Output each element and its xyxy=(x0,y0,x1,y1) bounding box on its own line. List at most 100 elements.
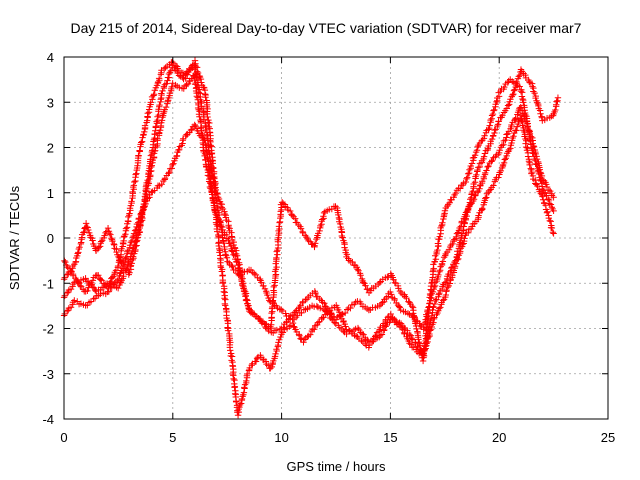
data-point xyxy=(194,69,202,77)
data-point xyxy=(387,310,395,318)
data-point xyxy=(218,204,226,211)
data-point xyxy=(473,171,480,179)
data-point xyxy=(516,83,523,90)
data-point xyxy=(522,111,529,119)
data-point xyxy=(97,290,104,298)
data-point xyxy=(475,212,482,219)
data-point xyxy=(543,192,550,199)
data-point xyxy=(207,142,214,149)
data-point xyxy=(122,231,129,238)
data-point xyxy=(204,113,211,121)
data-point xyxy=(183,81,190,89)
data-point xyxy=(191,121,198,129)
data-point xyxy=(128,237,136,245)
data-point xyxy=(241,384,248,391)
data-point xyxy=(408,335,415,342)
data-point xyxy=(147,152,155,159)
data-point xyxy=(522,71,529,79)
data-point xyxy=(530,88,537,95)
data-point xyxy=(319,216,326,223)
data-point xyxy=(474,143,481,150)
data-point xyxy=(163,80,170,87)
data-point xyxy=(85,226,92,234)
data-point xyxy=(314,319,322,326)
data-point xyxy=(202,93,209,101)
data-point xyxy=(100,284,108,291)
data-point xyxy=(389,315,397,322)
data-point xyxy=(114,284,122,292)
data-point xyxy=(447,268,454,276)
data-point xyxy=(161,81,169,88)
data-point xyxy=(485,187,493,194)
data-point xyxy=(547,201,555,208)
data-point xyxy=(441,279,449,286)
data-point xyxy=(369,338,376,345)
x-tick-label: 0 xyxy=(60,430,67,445)
data-point xyxy=(270,283,277,291)
data-point xyxy=(457,245,465,252)
data-point xyxy=(155,75,163,82)
data-point xyxy=(535,102,542,110)
data-point xyxy=(107,231,114,238)
data-point xyxy=(421,340,428,348)
data-point xyxy=(313,302,321,310)
y-tick-label: -1 xyxy=(42,276,54,291)
data-point xyxy=(413,325,420,333)
data-point xyxy=(498,142,506,149)
data-point xyxy=(440,211,448,219)
data-point xyxy=(553,98,560,105)
data-point xyxy=(357,272,364,279)
data-point xyxy=(208,150,215,158)
data-point xyxy=(172,81,179,89)
data-points xyxy=(60,57,562,419)
data-point xyxy=(332,203,339,210)
data-point xyxy=(208,191,216,198)
axis-ticks xyxy=(63,56,609,420)
data-point xyxy=(154,135,161,142)
data-point xyxy=(545,186,553,194)
data-point xyxy=(175,72,183,79)
data-point xyxy=(523,137,530,144)
data-point xyxy=(300,339,307,346)
data-point xyxy=(203,154,211,161)
data-point xyxy=(269,297,277,304)
data-point xyxy=(275,223,283,230)
data-point xyxy=(492,126,499,133)
data-point xyxy=(376,334,383,341)
data-point xyxy=(469,188,477,195)
data-point xyxy=(248,362,255,369)
data-point xyxy=(129,253,137,260)
data-point xyxy=(175,146,183,153)
data-point xyxy=(276,336,283,343)
data-point xyxy=(192,62,199,70)
data-point xyxy=(273,254,280,262)
data-point xyxy=(214,222,221,230)
data-point xyxy=(222,302,229,309)
data-point xyxy=(392,317,400,325)
data-point xyxy=(448,263,456,271)
data-point xyxy=(221,210,228,218)
data-point xyxy=(196,72,203,80)
data-point xyxy=(444,284,451,291)
data-point xyxy=(162,64,169,71)
data-point xyxy=(431,300,438,308)
data-point xyxy=(476,185,483,192)
data-point xyxy=(526,161,533,169)
data-point xyxy=(77,282,84,290)
data-point xyxy=(95,244,103,251)
y-tick-label: 4 xyxy=(47,50,54,65)
data-point xyxy=(426,290,434,298)
data-point xyxy=(196,113,203,120)
data-point xyxy=(128,198,135,205)
data-point xyxy=(471,192,479,200)
data-point xyxy=(101,232,108,239)
data-point xyxy=(153,118,160,125)
data-point xyxy=(397,306,404,314)
data-point xyxy=(331,319,338,326)
data-point xyxy=(465,229,472,236)
data-point xyxy=(84,287,91,295)
data-point xyxy=(501,156,509,163)
data-point xyxy=(488,135,496,143)
data-point xyxy=(500,137,508,145)
data-point xyxy=(347,304,354,312)
